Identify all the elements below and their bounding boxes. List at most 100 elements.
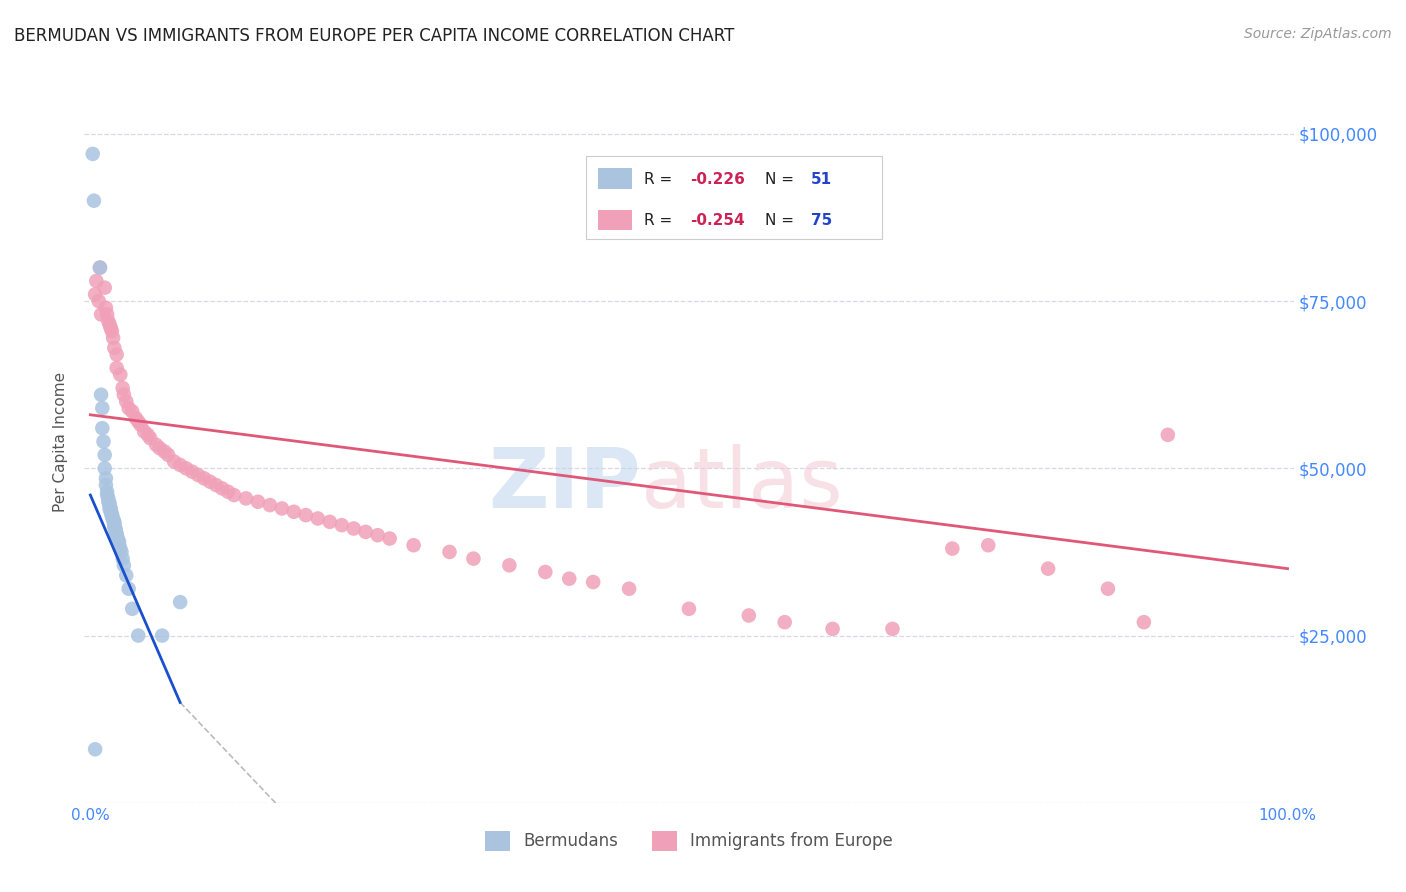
Point	[121, 602, 143, 616]
Point	[463, 551, 485, 566]
Point	[169, 595, 191, 609]
Point	[354, 524, 377, 539]
Point	[283, 505, 305, 519]
Point	[100, 501, 122, 516]
Text: 51: 51	[811, 172, 832, 187]
Point	[153, 444, 176, 458]
Point	[101, 331, 124, 345]
Point	[1157, 427, 1180, 442]
Point	[82, 146, 104, 161]
Point	[977, 538, 1000, 552]
Point	[136, 427, 159, 442]
Point	[96, 488, 118, 502]
Text: 75: 75	[811, 213, 832, 228]
Point	[84, 742, 107, 756]
Point	[402, 538, 425, 552]
Point	[187, 467, 209, 482]
Text: ZIP: ZIP	[488, 444, 641, 525]
Text: N =: N =	[765, 213, 799, 228]
Point	[104, 524, 127, 539]
Point	[108, 534, 131, 549]
Point	[205, 478, 228, 492]
Point	[110, 368, 132, 382]
FancyBboxPatch shape	[599, 210, 633, 230]
Point	[246, 494, 269, 508]
Point	[941, 541, 963, 556]
Point	[198, 475, 221, 489]
Point	[94, 301, 117, 315]
Point	[617, 582, 640, 596]
Point	[129, 417, 152, 432]
Point	[110, 545, 132, 559]
Point	[94, 478, 117, 492]
Point	[121, 404, 143, 418]
Point	[105, 528, 128, 542]
Point	[98, 501, 121, 516]
FancyBboxPatch shape	[599, 169, 633, 188]
Point	[97, 314, 120, 328]
Point	[270, 501, 292, 516]
Point	[90, 307, 112, 321]
Point	[93, 434, 115, 449]
Point	[498, 558, 520, 573]
Point	[89, 260, 111, 275]
Point	[90, 387, 112, 401]
Point	[101, 324, 124, 338]
Point	[97, 491, 120, 506]
Point	[96, 307, 118, 321]
Point	[100, 320, 122, 334]
Point	[104, 523, 127, 537]
Point	[534, 565, 557, 579]
Point	[127, 628, 149, 642]
Point	[1097, 582, 1119, 596]
Point	[882, 622, 904, 636]
Point	[295, 508, 318, 523]
Point	[330, 518, 353, 533]
Point	[222, 488, 245, 502]
Text: Source: ZipAtlas.com: Source: ZipAtlas.com	[1244, 27, 1392, 41]
Legend: Bermudans, Immigrants from Europe: Bermudans, Immigrants from Europe	[477, 822, 901, 860]
Point	[105, 361, 128, 376]
Point	[145, 438, 167, 452]
Point	[149, 441, 172, 455]
Point	[1036, 562, 1059, 576]
Point	[678, 602, 700, 616]
Point	[163, 454, 186, 469]
Point	[134, 425, 156, 439]
Point	[582, 575, 605, 590]
Point	[169, 458, 191, 472]
Point	[111, 551, 134, 566]
Point	[84, 287, 107, 301]
Point	[107, 533, 129, 548]
Text: -0.254: -0.254	[690, 213, 745, 228]
Point	[110, 541, 132, 556]
Point	[100, 505, 122, 519]
Point	[125, 411, 148, 425]
Text: atlas: atlas	[641, 444, 842, 525]
Point	[105, 530, 128, 544]
Point	[111, 381, 134, 395]
Text: N =: N =	[765, 172, 799, 187]
Point	[127, 414, 149, 428]
Point	[83, 194, 105, 208]
Point	[103, 518, 125, 533]
Point	[217, 484, 239, 499]
Point	[94, 471, 117, 485]
Point	[139, 431, 162, 445]
Point	[105, 526, 128, 541]
Point	[150, 628, 173, 642]
Point	[558, 572, 581, 586]
Point	[98, 498, 121, 512]
Point	[307, 511, 329, 525]
Point	[181, 465, 204, 479]
Point	[93, 281, 115, 295]
Point	[103, 515, 125, 529]
Point	[773, 615, 796, 630]
Text: R =: R =	[644, 213, 678, 228]
Point	[235, 491, 257, 506]
Point	[101, 508, 124, 523]
Point	[86, 274, 108, 288]
FancyBboxPatch shape	[586, 156, 883, 239]
Point	[101, 513, 124, 527]
Point	[157, 448, 180, 462]
